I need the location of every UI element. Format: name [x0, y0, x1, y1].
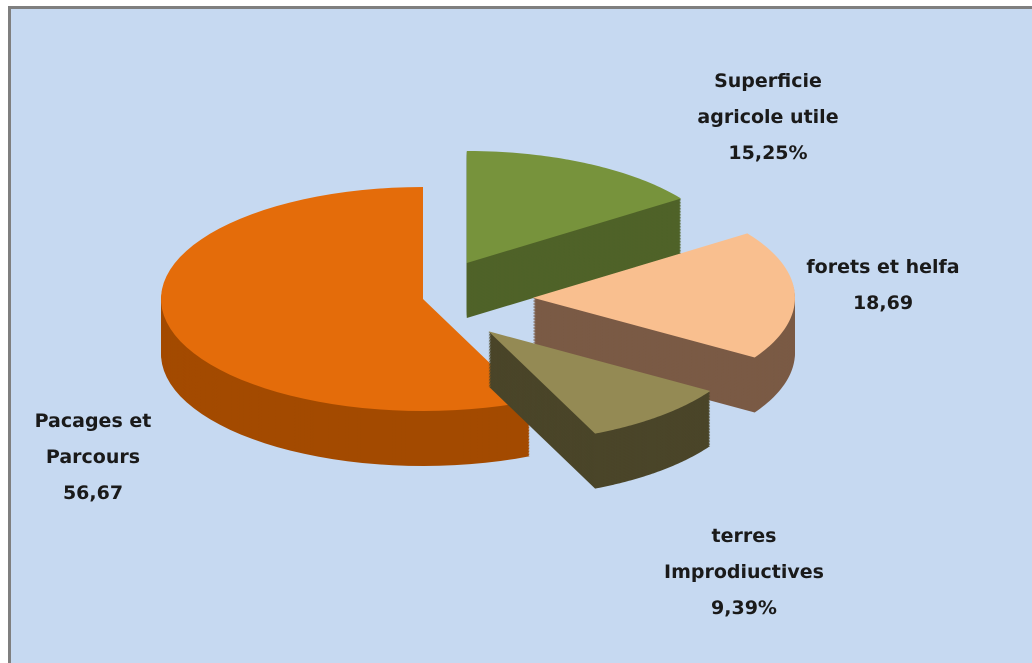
value-label: 56,67 [62, 482, 124, 504]
category-label: Pacages et Parcours [34, 410, 152, 468]
chart [161, 150, 795, 489]
data-label: Superficie agricole utile 15,25% [673, 63, 863, 171]
category-label: terres Improdiuctives [664, 525, 824, 583]
data-label: Pacages et Parcours 56,67 [23, 403, 163, 511]
slice [466, 150, 682, 263]
data-label: forets et helfa 18,69 [783, 249, 983, 321]
data-label: terres Improdiuctives 9,39% [649, 518, 839, 626]
category-label: forets et helfa [806, 256, 960, 278]
value-label: 9,39% [711, 597, 777, 619]
slice [161, 187, 530, 411]
value-label: 15,25% [728, 142, 808, 164]
slice [488, 331, 711, 434]
value-label: 18,69 [852, 292, 914, 314]
slice [532, 233, 795, 358]
category-label: Superficie agricole utile [697, 70, 839, 128]
chart-area: Superficie agricole utile 15,25% forets et… [8, 6, 1032, 663]
